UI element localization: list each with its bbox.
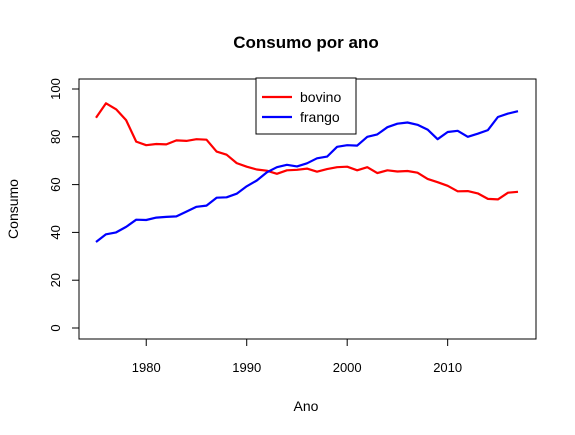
- y-axis: 0 20 40 60 80 100: [48, 78, 80, 332]
- y-tick-label: 60: [48, 177, 63, 191]
- series-layer: [95, 102, 519, 243]
- series-line-bovino: [95, 102, 519, 201]
- legend-label-bovino: bovino: [300, 89, 341, 105]
- x-tick-label: 2010: [433, 360, 462, 375]
- legend-box: [255, 77, 357, 135]
- y-tick-label: 0: [48, 324, 63, 331]
- chart-title: Consumo por ano: [233, 33, 378, 52]
- y-axis-label: Consumo: [5, 179, 21, 239]
- y-tick-label: 20: [48, 273, 63, 287]
- x-axis: 1980 1990 2000 2010: [132, 338, 462, 375]
- x-tick-label: 1990: [232, 360, 261, 375]
- series-line-frango: [95, 110, 519, 243]
- y-tick-label: 80: [48, 130, 63, 144]
- x-tick-label: 1980: [132, 360, 161, 375]
- y-tick-label: 100: [48, 78, 63, 100]
- legend-label-frango: frango: [300, 109, 340, 125]
- y-tick-label: 40: [48, 225, 63, 239]
- legend: bovino frango: [255, 77, 357, 135]
- x-axis-label: Ano: [294, 398, 319, 414]
- x-tick-label: 2000: [333, 360, 362, 375]
